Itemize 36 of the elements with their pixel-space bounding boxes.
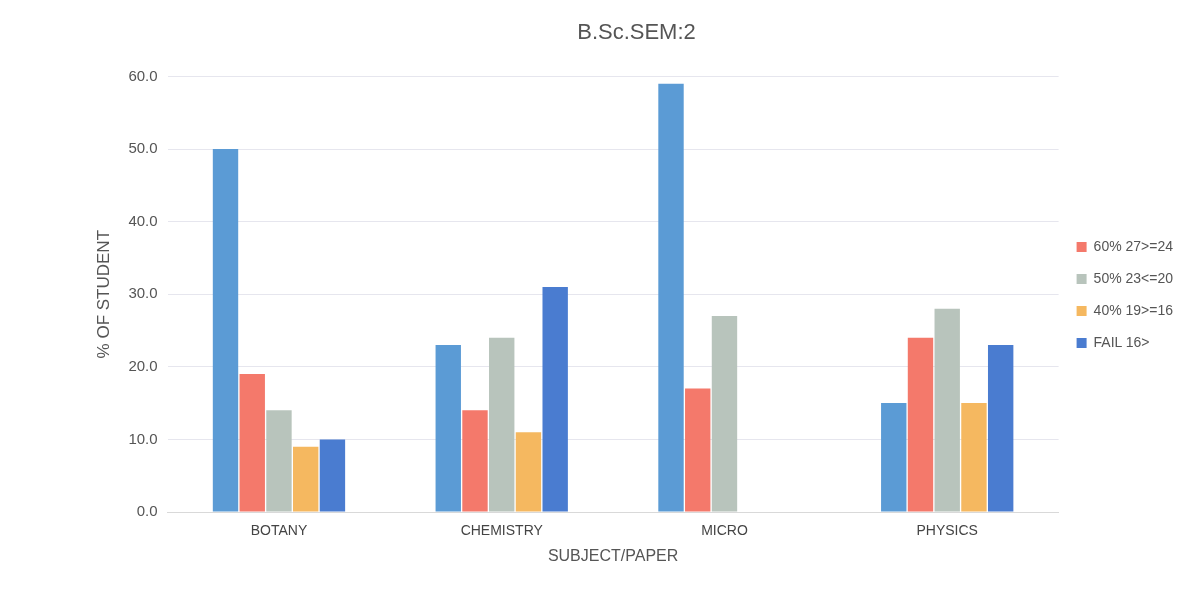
bar [515,432,542,512]
bar [961,403,987,512]
y-tick-label: 10.0 [128,429,158,447]
x-tick-label: BOTANY [250,522,308,539]
bar [293,446,319,512]
y-axis-title: % OF STUDENT [93,229,113,359]
legend-label: 40% 19>=16 [1093,301,1174,318]
x-tick-label: CHEMISTRY [460,522,544,539]
bar [212,149,239,512]
bar [987,345,1014,512]
bar [658,83,684,512]
y-tick-label: 0.0 [136,502,158,520]
bar [685,388,711,512]
bar [711,315,738,512]
bar [934,308,960,512]
chart-title: B.Sc.SEM:2 [577,19,696,45]
x-tick-label: PHYSICS [916,522,978,539]
bar [462,410,488,512]
bar [435,345,461,512]
legend-label: 60% 27>=24 [1093,237,1174,254]
bar [266,410,292,512]
y-tick-label: 20.0 [128,356,158,374]
bar [489,337,515,512]
y-tick-label: 40.0 [128,211,158,229]
y-tick-label: 60.0 [128,66,158,84]
x-axis-title: SUBJECT/PAPER [547,546,679,564]
bar [907,337,934,512]
x-tick-label: MICRO [701,522,748,539]
bar [881,403,907,512]
bar [319,439,346,512]
y-tick-label: 30.0 [128,284,158,302]
bar [542,286,568,512]
y-tick-label: 50.0 [128,139,158,157]
legend-label: FAIL 16> [1093,333,1150,350]
legend-label: 50% 23<=20 [1093,269,1174,286]
bar [239,374,265,512]
